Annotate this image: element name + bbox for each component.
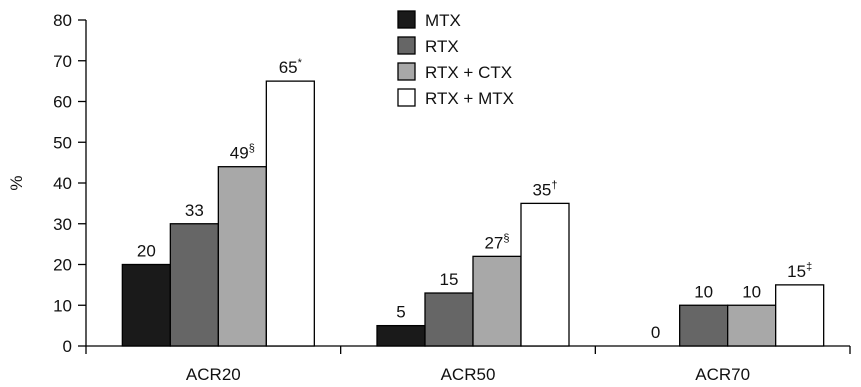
bar-value-label: 35† [532,179,557,199]
legend-swatch [397,36,416,55]
bar [217,166,267,347]
bar [520,202,570,347]
bar-value-label: 27§ [484,232,509,252]
bar [775,284,825,347]
bar [472,255,522,347]
x-category-label: ACR50 [441,365,496,384]
y-tick-label: 10 [53,296,72,315]
legend-label: RTX + CTX [425,63,512,82]
x-axis: ACR20 ACR50 ACR70 [85,345,851,384]
y-tick-label: 50 [53,133,72,152]
x-category-label: ACR20 [186,365,241,384]
bar [424,292,474,347]
legend-swatch [397,62,416,81]
bar-value-label: 65* [279,57,303,77]
bar-value-label: 0 [651,323,660,342]
y-tick-label: 0 [63,337,72,356]
y-tick-label: 40 [53,174,72,193]
legend-label: RTX [425,37,459,56]
bar [376,324,426,347]
y-tick-label: 30 [53,215,72,234]
bar-value-label: 33 [185,201,204,220]
bar [121,263,171,347]
legend: MTX RTX RTX + CTX RTX + MTX [397,10,514,108]
bar-value-label: 10 [694,282,713,301]
y-axis-label: % [7,175,26,190]
legend-swatch [397,10,416,29]
bar [727,304,777,347]
legend-label: RTX + MTX [425,89,514,108]
bar-value-label: 10 [742,282,761,301]
bar [265,80,315,347]
bar-value-label: 20 [137,242,156,261]
x-category-label: ACR70 [695,365,750,384]
y-axis: 0 10 20 30 40 50 60 70 80 [53,11,87,356]
y-tick-label: 70 [53,52,72,71]
y-tick-label: 20 [53,256,72,275]
legend-swatch [397,88,416,107]
y-tick-label: 60 [53,93,72,112]
bar [169,223,219,347]
y-tick-label: 80 [53,11,72,30]
bar-labels: 20 33 49§ 65* 5 15 27§ 35† 0 10 10 15‡ [137,57,812,342]
bar-value-label: 49§ [230,143,255,163]
bar-value-label: 15‡ [787,261,812,281]
bars [121,80,825,347]
legend-label: MTX [425,11,461,30]
bar-value-label: 15 [440,270,459,289]
bar-value-label: 5 [396,303,405,322]
bar [679,304,729,347]
